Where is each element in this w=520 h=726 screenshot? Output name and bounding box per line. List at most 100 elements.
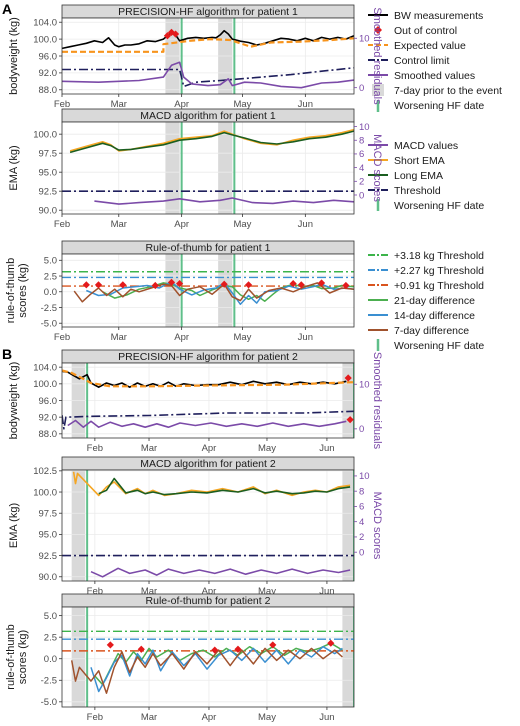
panel-frame (61, 469, 355, 582)
prior-7-day-shade (342, 470, 354, 581)
out-of-control-marker (289, 279, 297, 288)
legend-precision-patient-1: BW measurements Out of control Expected … (368, 10, 502, 112)
x-tick-label: Jun (319, 586, 334, 597)
panel-p2_macd: MACD algorithm for patient 2 90.0 92.5 95.0… (8, 456, 383, 597)
y-tick-label: 0.0 (44, 287, 57, 298)
y-tick-label: 95.0 (39, 167, 58, 178)
y-tick-label: 90.0 (39, 572, 58, 583)
legend-label-macd: MACD values (394, 140, 458, 152)
legend-key-out-of-control (374, 26, 382, 34)
panel-p1_precision: PRECISION-HF algorithm for patient 1 88.0… (8, 4, 383, 110)
panel-title: MACD algorithm for patient 2 (140, 458, 276, 470)
x-tick-label: Mar (111, 332, 127, 343)
out-of-control-marker (211, 646, 219, 654)
legend-label-bw: BW measurements (394, 10, 483, 22)
section-label-b: B (2, 346, 12, 362)
y-tick-label: 100.0 (33, 379, 57, 390)
x-tick-label: May (233, 332, 251, 343)
y-tick-label: 92.0 (39, 412, 58, 423)
y-axis-label: bodyweight (kg) (8, 17, 20, 95)
out-of-control-marker (346, 416, 354, 424)
series-d14 (90, 645, 343, 693)
series-smoothed (67, 419, 347, 428)
y-tick-label: 96.0 (39, 396, 58, 407)
legend-label-out-of-control: Out of control (394, 25, 457, 37)
legend-label-shade: 7-day prior to the event (394, 85, 502, 97)
out-of-control-marker (151, 281, 159, 290)
y-tick-label: 100.0 (33, 129, 57, 140)
y-axis-label: EMA (kg) (8, 503, 20, 548)
y2-axis-label: MACD scores (371, 492, 383, 560)
x-tick-label: Feb (54, 332, 70, 343)
x-tick-label: Apr (202, 586, 217, 597)
legend-label-d21: 21-day difference (394, 295, 475, 307)
y-tick-label: -2.5 (41, 676, 57, 687)
legend-macd-patient-1: MACD values Short EMA Long EMA Threshold… (368, 140, 484, 212)
series-macd (94, 197, 354, 205)
out-of-control-marker (327, 639, 335, 647)
series-expected (62, 369, 354, 388)
legend-label-d7: 7-day difference (394, 325, 469, 337)
x-tick-label: Apr (174, 332, 189, 343)
y-tick-label: 100.0 (33, 34, 57, 45)
prior-7-day-shade (71, 607, 86, 707)
x-tick-label: May (233, 99, 251, 110)
prior-7-day-shade (165, 254, 180, 327)
out-of-control-marker (269, 641, 277, 649)
y-axis-label-line: rule-of-thumb (5, 258, 17, 323)
panel-background (62, 470, 354, 581)
legend-label-t318: +3.18 kg Threshold (394, 250, 484, 262)
y2-tick-label: 10 (359, 471, 370, 482)
y2-tick-label: 10 (359, 122, 370, 133)
x-tick-label: Apr (202, 443, 217, 454)
out-of-control-marker (342, 281, 350, 290)
x-tick-label: May (258, 443, 276, 454)
out-of-control-marker (234, 645, 242, 653)
y2-tick-label: 0 (359, 547, 364, 558)
y-tick-label: -2.5 (41, 303, 57, 314)
x-tick-label: Mar (141, 586, 157, 597)
y2-tick-label: 6 (359, 502, 364, 513)
panel-title: Rule-of-thumb for patient 1 (146, 242, 271, 254)
panel-frame (61, 253, 355, 328)
panel-plot-area (62, 122, 354, 214)
y2-tick-label: 8 (359, 486, 364, 497)
y2-tick-label: 0 (359, 190, 364, 201)
y-tick-label: 90.0 (39, 205, 58, 216)
out-of-control-marker (220, 280, 228, 288)
y2-tick-label: 4 (359, 163, 364, 174)
out-of-control-marker (176, 279, 184, 288)
panel-p1_rot: Rule-of-thumb for patient 1 -5.0 -2.5 0.0 2.… (5, 240, 355, 343)
series-control (62, 67, 354, 88)
y-axis-label: EMA (kg) (8, 145, 20, 190)
out-of-control-marker (94, 281, 103, 289)
legend-label-worsening: Worsening HF date (394, 340, 484, 352)
y2-tick-label: 10 (359, 380, 370, 391)
x-tick-label: Jun (298, 99, 313, 110)
y-tick-label: 0.0 (44, 654, 57, 665)
panel-title: MACD algorithm for patient 1 (140, 110, 276, 122)
y2-tick-label: 10 (359, 34, 370, 45)
x-tick-label: Jun (319, 712, 334, 723)
y-axis-label: rule-of-thumbscores (kg) (5, 258, 29, 323)
y2-tick-label: 8 (359, 136, 364, 147)
x-tick-label: Mar (141, 443, 157, 454)
x-tick-label: Feb (87, 712, 103, 723)
legend-label-worsening: Worsening HF date (394, 100, 484, 112)
series-short_ema (72, 471, 351, 497)
y-tick-label: 92.5 (39, 186, 58, 197)
y-tick-label: 104.0 (33, 18, 57, 29)
y2-axis-label: MACD scores (371, 134, 383, 202)
panel-plot-area (62, 470, 354, 581)
out-of-control-marker (82, 281, 90, 289)
panel-p1_macd: MACD algorithm for patient 1 90.0 92.5 95.0… (8, 108, 383, 230)
legend-rot-patient-1: +3.18 kg Threshold +2.27 kg Threshold +0… (368, 250, 484, 352)
panel-plot-area (62, 18, 354, 94)
y-tick-label: 97.5 (39, 509, 58, 520)
y-tick-label: 92.0 (39, 68, 58, 79)
legend-label-d14: 14-day difference (394, 310, 475, 322)
out-of-control-marker (344, 374, 352, 382)
series-control (62, 410, 354, 430)
y-tick-label: 88.0 (39, 85, 58, 96)
